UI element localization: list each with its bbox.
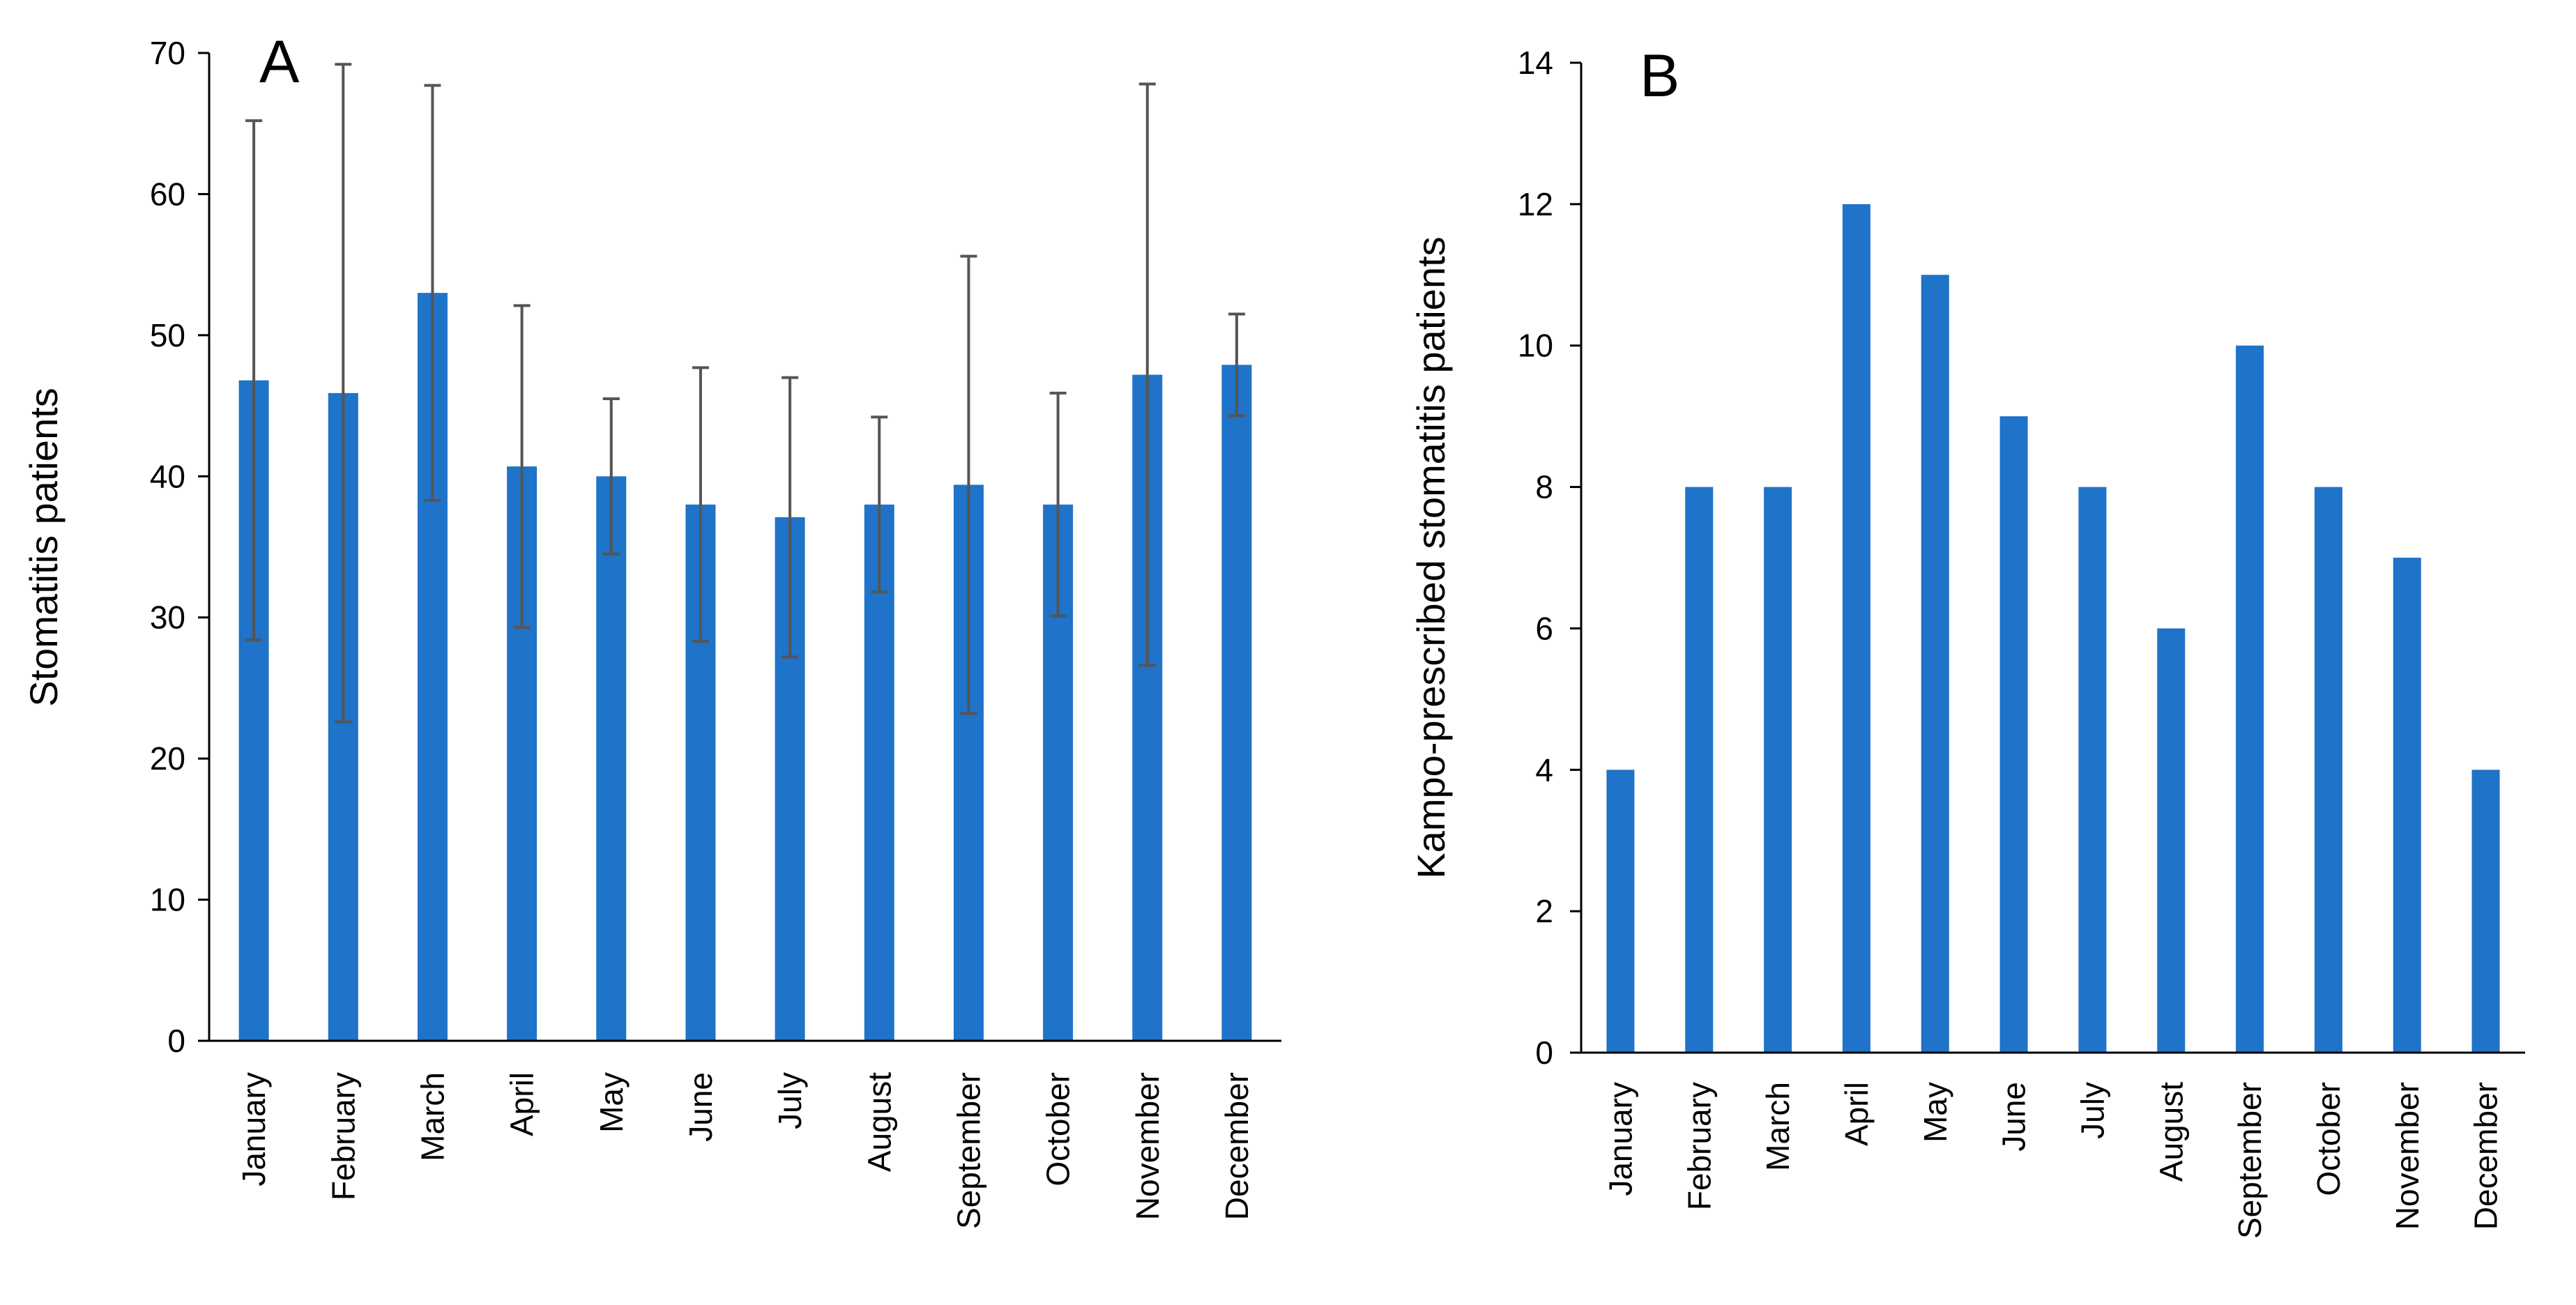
x-tick-label-b-7: July [2074, 1082, 2110, 1139]
x-tick-label-b-12: December [2468, 1082, 2504, 1230]
x-tick-label-b-2: February [1681, 1082, 1717, 1210]
x-tick-label-a-10: October [1040, 1072, 1076, 1186]
y-tick-label-a-3: 30 [150, 600, 185, 636]
y-tick-label-a-6: 60 [150, 176, 185, 212]
error-bar-a-1 [245, 119, 263, 642]
error-bar-a-9 [960, 254, 977, 715]
y-axis-title-a: Stomatitis patients [22, 388, 66, 707]
error-bar-a-5 [602, 397, 620, 556]
bar-b-3 [1764, 487, 1792, 1053]
chart-panel-b: B Kampo-prescribed stomatitis patients 0… [1409, 43, 2525, 1239]
x-tick-label-a-6: June [683, 1072, 719, 1142]
panel-letter-a: A [259, 29, 300, 96]
bar-b-2 [1685, 487, 1714, 1053]
error-bar-a-3 [424, 84, 441, 502]
bar-b-7 [2078, 487, 2107, 1053]
error-bar-a-6 [692, 366, 709, 643]
bar-b-1 [1606, 770, 1635, 1053]
bar-b-6 [1999, 416, 2028, 1053]
bar-a-8 [864, 504, 894, 1041]
bar-b-11 [2393, 558, 2421, 1053]
x-tick-label-a-1: January [236, 1072, 272, 1186]
y-tick-label-b-7: 14 [1518, 45, 1553, 81]
y-tick-label-b-5: 10 [1518, 328, 1553, 364]
bar-a-5 [596, 476, 627, 1041]
error-bar-a-4 [513, 304, 531, 629]
y-tick-label-b-0: 0 [1535, 1035, 1553, 1071]
y-tick-label-a-4: 40 [150, 458, 185, 494]
y-tick-label-b-6: 12 [1518, 186, 1553, 222]
x-tick-label-b-6: June [1996, 1082, 2032, 1152]
x-tick-label-b-11: November [2389, 1082, 2425, 1230]
panel-letter-b: B [1640, 43, 1679, 109]
x-tick-label-b-1: January [1602, 1082, 1638, 1196]
bar-b-8 [2157, 628, 2186, 1053]
y-tick-label-a-7: 70 [150, 35, 185, 71]
y-tick-label-a-0: 0 [167, 1023, 185, 1059]
y-tick-label-a-5: 50 [150, 317, 185, 353]
bar-b-10 [2314, 487, 2342, 1053]
y-axis-title-b: Kampo-prescribed stomatitis patients [1409, 236, 1453, 878]
y-tick-label-a-1: 10 [150, 882, 185, 918]
bar-a-12 [1221, 365, 1252, 1041]
x-tick-label-b-3: March [1760, 1082, 1796, 1171]
x-tick-label-a-3: March [414, 1072, 450, 1161]
y-tick-label-b-3: 6 [1535, 610, 1553, 646]
error-bar-a-10 [1049, 391, 1067, 618]
error-bar-a-8 [871, 415, 888, 594]
y-tick-label-b-2: 4 [1535, 751, 1553, 788]
x-tick-label-a-11: November [1129, 1072, 1166, 1220]
error-bar-a-7 [782, 376, 799, 659]
error-bar-a-12 [1228, 312, 1245, 418]
error-bar-a-2 [335, 63, 352, 724]
y-tick-label-b-1: 2 [1535, 893, 1553, 929]
x-tick-label-b-5: May [1917, 1082, 1953, 1143]
bar-b-4 [1842, 204, 1870, 1053]
y-tick-label-b-4: 8 [1535, 469, 1553, 505]
y-tick-label-a-2: 20 [150, 740, 185, 777]
x-tick-label-a-2: February [325, 1072, 361, 1200]
x-tick-label-a-7: July [772, 1072, 808, 1129]
x-tick-label-b-8: August [2153, 1082, 2189, 1182]
bar-b-9 [2236, 345, 2264, 1053]
x-tick-label-a-9: September [950, 1072, 986, 1229]
x-tick-label-a-8: August [861, 1072, 897, 1172]
x-tick-label-a-4: April [504, 1072, 540, 1136]
x-tick-label-b-10: October [2310, 1082, 2347, 1196]
x-tick-label-a-5: May [593, 1072, 630, 1133]
error-bar-a-11 [1138, 82, 1156, 667]
bar-b-12 [2471, 770, 2500, 1053]
x-tick-label-b-9: September [2232, 1082, 2268, 1239]
chart-panel-a: A Stomatitis patients 0 10 20 30 40 50 60 70 Jan… [22, 29, 1281, 1229]
x-tick-label-a-12: December [1219, 1072, 1255, 1220]
bar-b-5 [1921, 275, 1949, 1053]
x-tick-label-b-4: April [1838, 1082, 1875, 1146]
